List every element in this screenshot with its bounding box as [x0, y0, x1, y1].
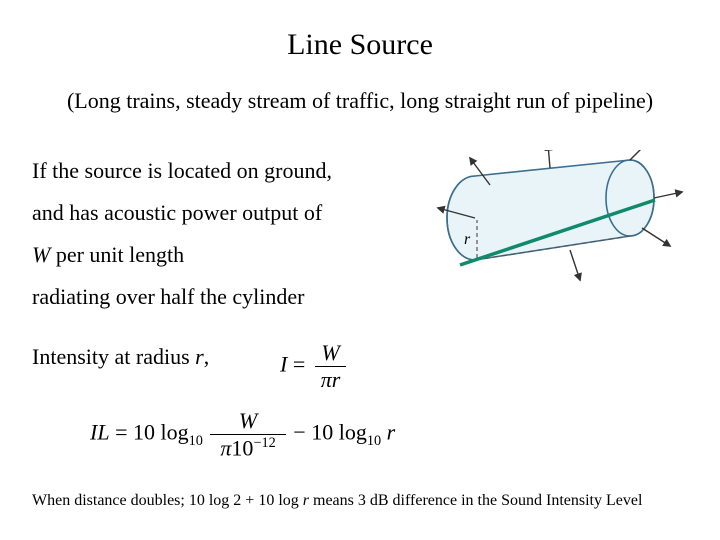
body-line-2: and has acoustic power output of: [32, 200, 322, 226]
arrow-radial: [642, 228, 670, 246]
eq-equals: =: [287, 352, 310, 377]
slide-subtitle: (Long trains, steady stream of traffic, …: [0, 88, 720, 114]
radius-label: r: [464, 231, 471, 248]
var-W: W: [32, 242, 50, 267]
body-line-5: Intensity at radius r,: [32, 344, 209, 370]
equation-intensity: I = W πr: [280, 340, 346, 393]
il-p2: − 10 log: [288, 420, 367, 445]
slide-title: Line Source: [0, 28, 720, 62]
body-line-4: radiating over half the cylinder: [32, 284, 304, 310]
il-sub1: 10: [189, 433, 203, 449]
body-line-5a: Intensity at radius: [32, 344, 195, 369]
il-r: r: [381, 420, 395, 445]
arrow-radial: [570, 250, 580, 280]
il-fraction: W π10−12: [210, 408, 285, 461]
body-line-3b: per unit length: [50, 242, 184, 267]
il-lhs: IL: [90, 420, 110, 445]
equation-il: IL = 10 log10 W π10−12 − 10 log10 r: [90, 408, 395, 461]
arrow-radial: [630, 150, 648, 160]
il-sub2: 10: [367, 433, 381, 449]
footer-b: means 3 dB difference in the Sound Inten…: [309, 492, 642, 509]
footer-a: When distance doubles; 10 log 2 + 10 log: [32, 492, 303, 509]
il-p1: = 10 log: [110, 420, 189, 445]
eq-numerator: W: [315, 340, 347, 367]
eq-fraction: W πr: [315, 340, 347, 393]
body-line-1: If the source is located on ground,: [32, 158, 332, 184]
il-denominator: π10−12: [210, 435, 285, 461]
footer-note: When distance doubles; 10 log 2 + 10 log…: [32, 492, 642, 510]
body-line-5c: ,: [204, 344, 210, 369]
il-numerator: W: [210, 408, 285, 435]
arrow-radial: [654, 192, 682, 198]
body-line-3: W per unit length: [32, 242, 184, 268]
var-r: r: [195, 344, 204, 369]
arrow-radial: [548, 150, 550, 168]
eq-denominator: πr: [315, 367, 347, 393]
cylinder-diagram: r: [430, 150, 690, 300]
